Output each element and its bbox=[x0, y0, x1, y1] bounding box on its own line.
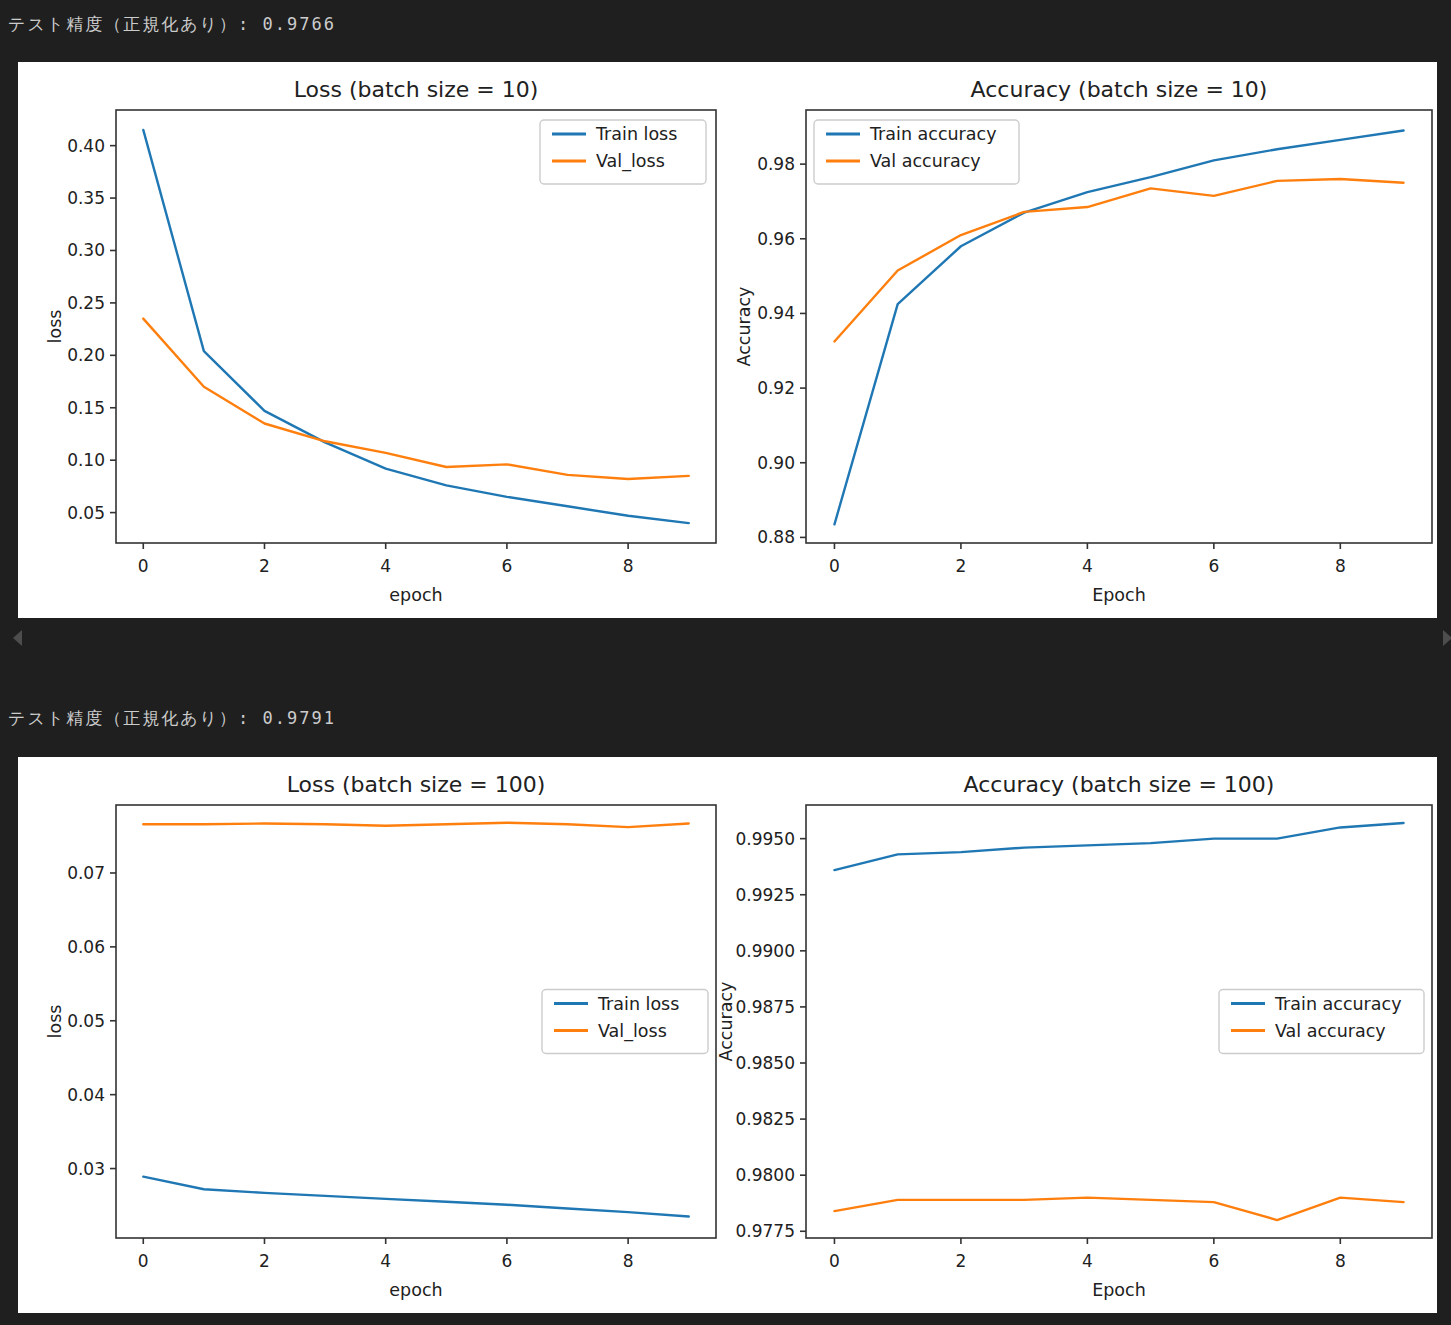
y-tick-label: 0.94 bbox=[757, 303, 795, 323]
accuracy-batch-10-series-train bbox=[834, 131, 1403, 525]
loss-batch-100-xlabel: epoch bbox=[389, 1280, 442, 1300]
loss-batch-10-ylabel: loss bbox=[45, 310, 65, 344]
accuracy-batch-10-legend: Train accuracy Val accuracy bbox=[814, 120, 1019, 184]
accuracy-batch-100-title: Accuracy (batch size = 100) bbox=[964, 772, 1275, 797]
accuracy-batch-10-xlabel: Epoch bbox=[1092, 585, 1146, 605]
x-tick-label: 4 bbox=[380, 556, 391, 576]
loss-batch-10-series-train bbox=[143, 130, 688, 523]
accuracy-batch-100-chart: 0 2 4 6 8 0.9775 0.9800 0.9825 0.9850 0.9875 0.990… bbox=[716, 772, 1432, 1300]
x-tick-label: 8 bbox=[1335, 1251, 1346, 1271]
x-tick-label: 6 bbox=[1208, 556, 1219, 576]
accuracy-batch-100-legend: Train accuracy Val accuracy bbox=[1219, 990, 1424, 1054]
y-tick-label: 0.96 bbox=[757, 229, 795, 249]
y-tick-label: 0.9900 bbox=[736, 941, 795, 961]
accuracy-batch-100-xlabel: Epoch bbox=[1092, 1280, 1146, 1300]
loss-batch-10-title: Loss (batch size = 10) bbox=[294, 77, 539, 102]
loss-batch-100-ylabel: loss bbox=[45, 1005, 65, 1039]
accuracy-batch-10-ylabel: Accuracy bbox=[734, 287, 754, 367]
legend-label: Train loss bbox=[597, 994, 679, 1014]
loss-batch-10-xlabel: epoch bbox=[389, 585, 442, 605]
legend-label: Val accuracy bbox=[1275, 1021, 1386, 1041]
x-tick-label: 6 bbox=[501, 556, 512, 576]
x-tick-label: 8 bbox=[623, 556, 634, 576]
y-tick-label: 0.07 bbox=[67, 863, 105, 883]
y-tick-label: 0.9825 bbox=[736, 1109, 795, 1129]
y-tick-label: 0.35 bbox=[67, 188, 105, 208]
x-tick-label: 2 bbox=[259, 556, 270, 576]
scroll-right-icon[interactable] bbox=[1443, 630, 1451, 646]
y-tick-label: 0.92 bbox=[757, 378, 795, 398]
y-tick-label: 0.40 bbox=[67, 136, 105, 156]
y-tick-label: 0.25 bbox=[67, 293, 105, 313]
figure-batch-size-100: 0 2 4 6 8 0.03 0.04 0.05 0.06 0.07 Loss (batch siz… bbox=[18, 757, 1437, 1313]
y-tick-label: 0.15 bbox=[67, 398, 105, 418]
loss-batch-100-legend: Train loss Val_loss bbox=[542, 990, 708, 1054]
accuracy-batch-10-series-val bbox=[834, 179, 1403, 341]
x-tick-label: 8 bbox=[1335, 556, 1346, 576]
y-tick-label: 0.9850 bbox=[736, 1053, 795, 1073]
stdout-test-accuracy-batch10: テスト精度（正規化あり）: 0.9766 bbox=[8, 13, 336, 36]
accuracy-batch-100-series-train bbox=[834, 823, 1403, 870]
figure-batch-size-10: 0 2 4 6 8 0.05 0.10 0.15 0.20 0.25 0.30 0.35 0.40 Los… bbox=[18, 62, 1437, 618]
legend-label: Train loss bbox=[595, 124, 677, 144]
loss-batch-100-chart: 0 2 4 6 8 0.03 0.04 0.05 0.06 0.07 Loss (batch siz… bbox=[45, 772, 716, 1300]
legend-label: Val_loss bbox=[598, 1021, 667, 1042]
y-tick-label: 0.9925 bbox=[736, 885, 795, 905]
y-tick-label: 0.04 bbox=[67, 1085, 105, 1105]
y-tick-label: 0.90 bbox=[757, 453, 795, 473]
accuracy-batch-100-series-val bbox=[834, 1198, 1403, 1220]
y-tick-label: 0.9950 bbox=[736, 829, 795, 849]
x-tick-label: 2 bbox=[956, 556, 967, 576]
x-tick-label: 0 bbox=[829, 1251, 840, 1271]
x-tick-label: 0 bbox=[138, 556, 149, 576]
y-tick-label: 0.30 bbox=[67, 240, 105, 260]
loss-batch-10-chart: 0 2 4 6 8 0.05 0.10 0.15 0.20 0.25 0.30 0.35 0.40 Los… bbox=[45, 77, 716, 605]
loss-batch-10-legend: Train loss Val_loss bbox=[540, 120, 706, 184]
x-tick-label: 4 bbox=[380, 1251, 391, 1271]
y-tick-label: 0.10 bbox=[67, 450, 105, 470]
legend-label: Val_loss bbox=[596, 151, 665, 172]
loss-batch-100-series-train bbox=[143, 1177, 688, 1217]
y-tick-label: 0.98 bbox=[757, 154, 795, 174]
y-tick-label: 0.9800 bbox=[736, 1165, 795, 1185]
x-tick-label: 8 bbox=[623, 1251, 634, 1271]
loss-batch-100-series-val bbox=[143, 823, 688, 827]
accuracy-batch-10-chart: 0 2 4 6 8 0.88 0.90 0.92 0.94 0.96 0.98 Accuracy (b… bbox=[734, 77, 1432, 605]
legend-label: Val accuracy bbox=[870, 151, 981, 171]
x-tick-label: 0 bbox=[829, 556, 840, 576]
accuracy-batch-100-ylabel: Accuracy bbox=[716, 982, 736, 1062]
scroll-left-icon[interactable] bbox=[13, 630, 22, 646]
figure-batch-size-100-svg: 0 2 4 6 8 0.03 0.04 0.05 0.06 0.07 Loss (batch siz… bbox=[18, 757, 1437, 1313]
x-tick-label: 4 bbox=[1082, 556, 1093, 576]
y-tick-label: 0.05 bbox=[67, 503, 105, 523]
y-tick-label: 0.88 bbox=[757, 527, 795, 547]
x-tick-label: 4 bbox=[1082, 1251, 1093, 1271]
y-tick-label: 0.9775 bbox=[736, 1221, 795, 1241]
y-tick-label: 0.20 bbox=[67, 345, 105, 365]
loss-batch-100-title: Loss (batch size = 100) bbox=[287, 772, 546, 797]
legend-label: Train accuracy bbox=[869, 124, 997, 144]
figure-batch-size-10-svg: 0 2 4 6 8 0.05 0.10 0.15 0.20 0.25 0.30 0.35 0.40 Los… bbox=[18, 62, 1437, 618]
accuracy-batch-10-title: Accuracy (batch size = 10) bbox=[971, 77, 1268, 102]
legend-label: Train accuracy bbox=[1274, 994, 1402, 1014]
x-tick-label: 0 bbox=[138, 1251, 149, 1271]
x-tick-label: 6 bbox=[1208, 1251, 1219, 1271]
y-tick-label: 0.9875 bbox=[736, 997, 795, 1017]
x-tick-label: 6 bbox=[501, 1251, 512, 1271]
x-tick-label: 2 bbox=[259, 1251, 270, 1271]
loss-batch-10-series-val bbox=[143, 319, 688, 479]
stdout-test-accuracy-batch100: テスト精度（正規化あり）: 0.9791 bbox=[8, 707, 336, 730]
y-tick-label: 0.05 bbox=[67, 1011, 105, 1031]
y-tick-label: 0.06 bbox=[67, 937, 105, 957]
x-tick-label: 2 bbox=[956, 1251, 967, 1271]
y-tick-label: 0.03 bbox=[67, 1159, 105, 1179]
